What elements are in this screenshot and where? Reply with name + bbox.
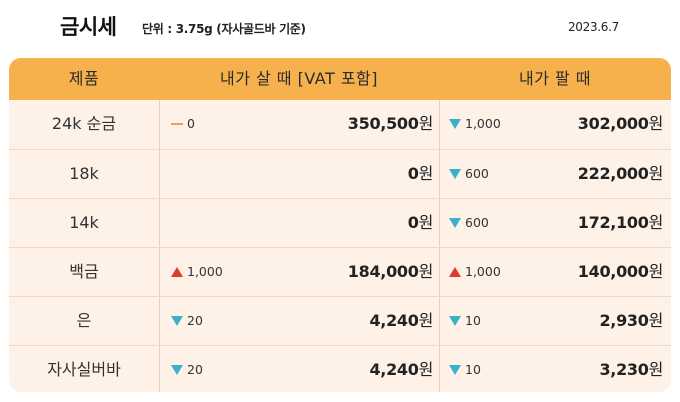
unit-note: 단위 : 3.75g (자사골드바 기준) xyxy=(142,22,306,36)
buy-price-value: 0 xyxy=(407,213,419,232)
price-date: 2023.6.7 xyxy=(567,20,619,34)
sell-change: 10 xyxy=(449,297,481,345)
buy-price: 350,500원 xyxy=(347,100,434,148)
product-name: 14k xyxy=(69,213,99,232)
flat-dash-icon xyxy=(171,122,183,125)
buy-price: 4,240원 xyxy=(369,297,433,345)
column-divider xyxy=(439,100,440,392)
column-header-buy: 내가 살 때 [VAT 포함] xyxy=(219,69,379,88)
sell-change-value: 600 xyxy=(465,215,489,230)
sell-price-value: 222,000 xyxy=(577,164,649,183)
buy-price: 184,000원 xyxy=(347,248,434,296)
sell-change-value: 10 xyxy=(465,313,481,328)
buy-price-value: 4,240 xyxy=(369,311,419,330)
sell-price: 172,100원 xyxy=(577,199,664,247)
currency-suffix: 원 xyxy=(418,262,434,281)
gold-price-table: 제품 내가 살 때 [VAT 포함] 내가 팔 때 24k 순금 0 350,500… xyxy=(9,58,671,392)
buy-change: 1,000 xyxy=(171,248,223,296)
down-triangle-icon xyxy=(449,217,461,228)
column-divider xyxy=(159,100,160,392)
product-name: 24k 순금 xyxy=(51,114,117,133)
sell-change: 1,000 xyxy=(449,248,501,296)
buy-change: 0 xyxy=(171,100,195,148)
sell-price: 222,000원 xyxy=(577,150,664,198)
currency-suffix: 원 xyxy=(648,213,664,232)
product-name: 18k xyxy=(69,164,99,183)
currency-suffix: 원 xyxy=(418,114,434,133)
table-row: 18k 0원 600 222,000원 xyxy=(9,149,671,198)
product-name: 자사실버바 xyxy=(47,360,121,379)
down-triangle-icon xyxy=(449,364,461,375)
buy-price: 0원 xyxy=(407,150,434,198)
sell-price: 302,000원 xyxy=(577,100,664,148)
buy-change-value: 20 xyxy=(187,313,203,328)
buy-price: 4,240원 xyxy=(369,346,433,392)
currency-suffix: 원 xyxy=(648,262,664,281)
currency-suffix: 원 xyxy=(418,213,434,232)
sell-change: 600 xyxy=(449,199,489,247)
currency-suffix: 원 xyxy=(648,311,664,330)
sell-price-value: 2,930 xyxy=(599,311,649,330)
sell-change-value: 10 xyxy=(465,362,481,377)
down-triangle-icon xyxy=(449,168,461,179)
sell-price-value: 172,100 xyxy=(577,213,649,232)
sell-change: 1,000 xyxy=(449,100,501,148)
sell-change-value: 1,000 xyxy=(465,264,501,279)
sell-change: 10 xyxy=(449,346,481,392)
buy-price-value: 184,000 xyxy=(347,262,419,281)
page-title: 금시세 xyxy=(60,15,117,39)
sell-price: 3,230원 xyxy=(599,346,663,392)
sell-change-value: 1,000 xyxy=(465,116,501,131)
buy-change: 20 xyxy=(171,346,203,392)
sell-price: 2,930원 xyxy=(599,297,663,345)
product-name: 백금 xyxy=(69,262,99,281)
buy-change-value: 20 xyxy=(187,362,203,377)
currency-suffix: 원 xyxy=(648,360,664,379)
product-name: 은 xyxy=(76,311,92,330)
table-row: 14k 0원 600 172,100원 xyxy=(9,198,671,247)
sell-price-value: 302,000 xyxy=(577,114,649,133)
buy-change-value: 0 xyxy=(187,116,195,131)
sell-price-value: 3,230 xyxy=(599,360,649,379)
buy-price-value: 350,500 xyxy=(347,114,419,133)
sell-price-value: 140,000 xyxy=(577,262,649,281)
buy-price-value: 4,240 xyxy=(369,360,419,379)
currency-suffix: 원 xyxy=(648,114,664,133)
sell-price: 140,000원 xyxy=(577,248,664,296)
table-header: 제품 내가 살 때 [VAT 포함] 내가 팔 때 xyxy=(9,58,671,100)
down-triangle-icon xyxy=(449,315,461,326)
table-row: 백금 1,000 184,000원 1,000 140,000원 xyxy=(9,247,671,296)
sell-change-value: 600 xyxy=(465,166,489,181)
buy-change: 20 xyxy=(171,297,203,345)
buy-price: 0원 xyxy=(407,199,434,247)
sell-change: 600 xyxy=(449,150,489,198)
currency-suffix: 원 xyxy=(418,360,434,379)
buy-price-value: 0 xyxy=(407,164,419,183)
currency-suffix: 원 xyxy=(418,164,434,183)
up-triangle-icon xyxy=(171,266,183,277)
column-header-product: 제품 xyxy=(68,69,100,88)
table-row: 24k 순금 0 350,500원 1,000 302,000원 xyxy=(9,100,671,149)
down-triangle-icon xyxy=(171,315,183,326)
column-header-sell: 내가 팔 때 xyxy=(518,69,592,88)
up-triangle-icon xyxy=(449,266,461,277)
currency-suffix: 원 xyxy=(418,311,434,330)
down-triangle-icon xyxy=(171,364,183,375)
currency-suffix: 원 xyxy=(648,164,664,183)
page-header: 금시세 단위 : 3.75g (자사골드바 기준) 2023.6.7 xyxy=(0,0,680,56)
table-row: 은 20 4,240원 10 2,930원 xyxy=(9,296,671,345)
buy-change-value: 1,000 xyxy=(187,264,223,279)
down-triangle-icon xyxy=(449,118,461,129)
table-row: 자사실버바 20 4,240원 10 3,230원 xyxy=(9,345,671,392)
